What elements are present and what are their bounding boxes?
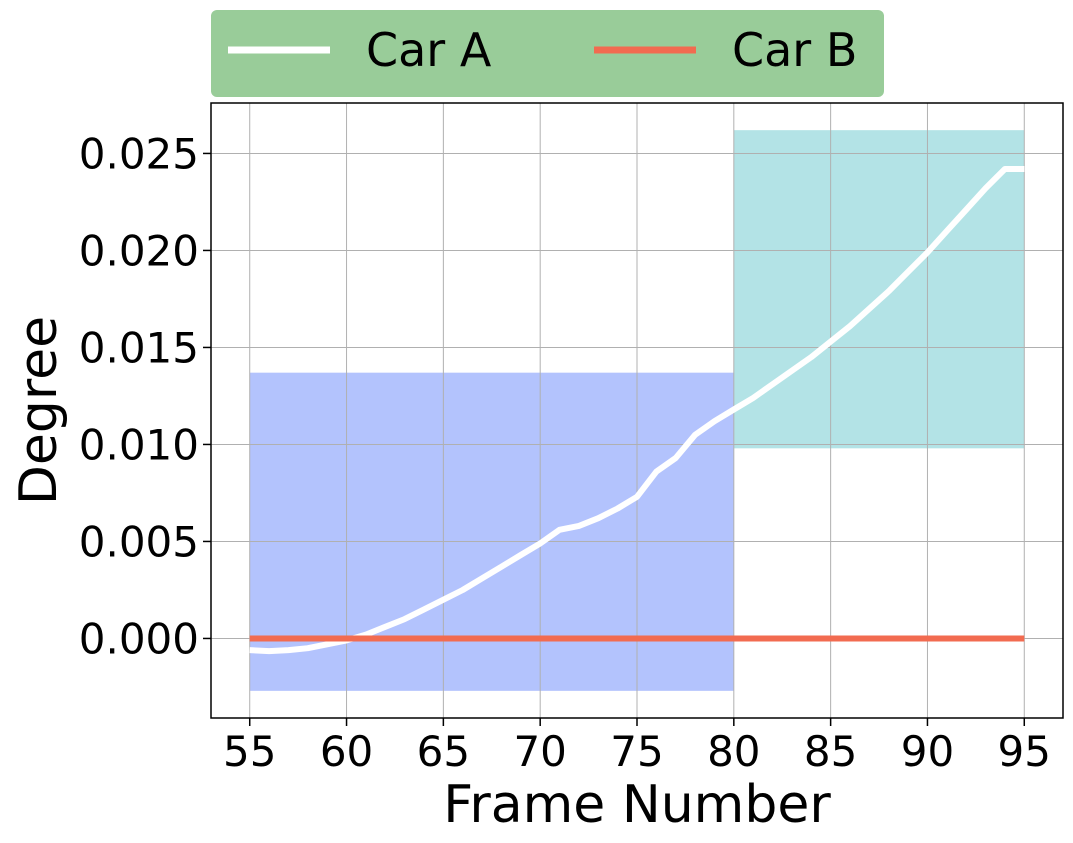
x-tick-label: 80 — [707, 727, 760, 776]
x-axis-label: Frame Number — [443, 775, 831, 835]
x-tick-label: 75 — [610, 727, 663, 776]
y-tick-label: 0.015 — [79, 323, 199, 372]
legend-label-2: Car B — [732, 23, 857, 77]
y-tick-label: 0.020 — [79, 226, 199, 275]
legend-box — [211, 10, 884, 97]
legend: Car A Car B — [211, 10, 884, 97]
y-tick-label: 0.005 — [79, 517, 199, 566]
x-tick-label: 55 — [223, 727, 276, 776]
series-line-car-a — [249, 166, 1025, 655]
x-tick-label: 90 — [901, 727, 954, 776]
shaded-region-2 — [733, 130, 1025, 449]
x-tick-label: 65 — [417, 727, 470, 776]
x-tick-label: 95 — [998, 727, 1051, 776]
x-tick-label: 85 — [804, 727, 857, 776]
y-tick-label: 0.025 — [79, 129, 199, 178]
x-tick-label: 60 — [320, 727, 373, 776]
y-tick-label: 0.000 — [79, 614, 199, 663]
y-axis-label: Degree — [9, 316, 69, 505]
legend-label-1: Car A — [366, 23, 492, 77]
y-tick-label: 0.010 — [79, 420, 199, 469]
x-tick-label: 70 — [513, 727, 566, 776]
